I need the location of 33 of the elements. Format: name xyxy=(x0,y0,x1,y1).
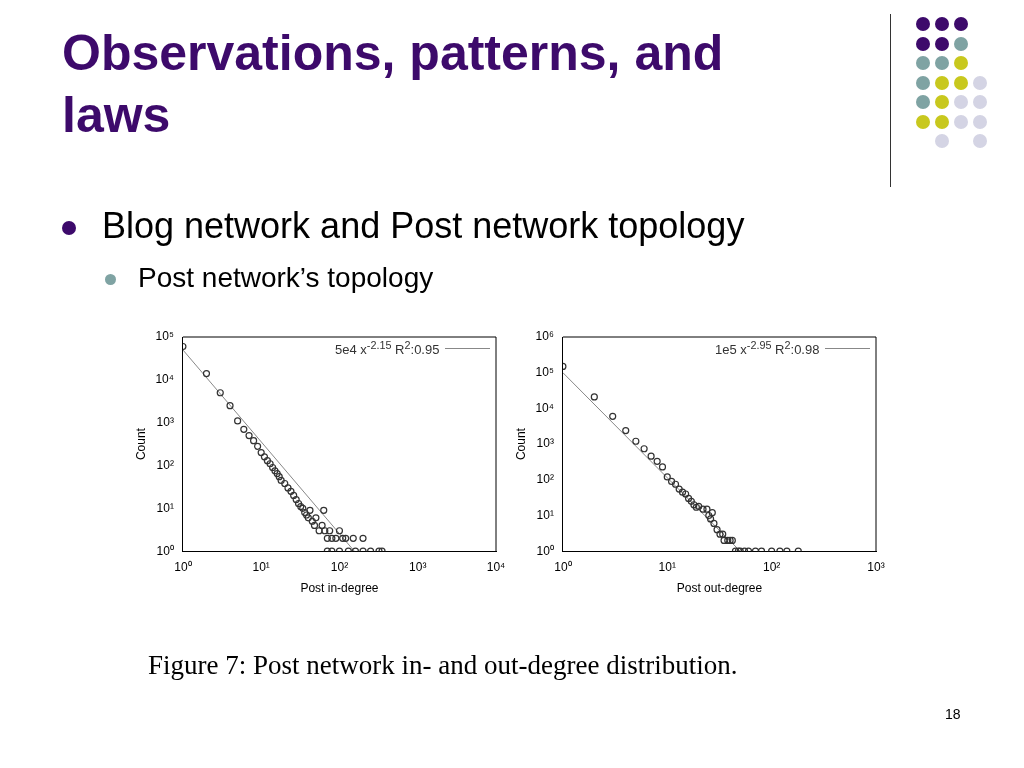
text: 18 xyxy=(945,706,961,722)
x-tick-label: 10² xyxy=(762,559,781,574)
legend-label: 1e5 x$^{-2.95}$ R$^{2}$:0.98 xyxy=(715,339,820,358)
y-tick-label: 10³ xyxy=(156,414,174,429)
y-axis-title: Count xyxy=(133,427,148,461)
x-axis-title: Post in-degree xyxy=(300,581,379,596)
y-tick-label: 10³ xyxy=(536,436,554,451)
x-tick-label: 10⁰ xyxy=(174,559,192,574)
x-tick-label: 10⁰ xyxy=(554,559,572,574)
legend-label: 5e4 x$^{-2.15}$ R$^{2}$:0.95 xyxy=(335,339,440,358)
y-axis-title: Count xyxy=(513,427,528,461)
y-tick-label: 10¹ xyxy=(536,507,554,522)
y-tick-label: 10¹ xyxy=(156,500,174,515)
chart-title: Observations, patterns, and laws xyxy=(62,24,725,145)
y-tick-label: 10⁴ xyxy=(535,400,554,415)
x-tick-label: 10¹ xyxy=(658,559,676,574)
y-tick-label: 10⁴ xyxy=(155,372,174,387)
text: Blog network and Post network topology xyxy=(101,205,745,247)
x-tick-label: 10³ xyxy=(409,559,427,574)
y-tick-label: 10⁶ xyxy=(535,329,554,344)
y-tick-label: 10⁵ xyxy=(155,329,174,344)
x-tick-label: 10⁴ xyxy=(486,559,506,574)
y-tick-label: 10² xyxy=(536,472,554,487)
x-tick-label: 10³ xyxy=(867,559,885,574)
y-tick-label: 10⁰ xyxy=(156,543,174,558)
x-tick-label: 10² xyxy=(330,559,349,574)
y-tick-label: 10⁵ xyxy=(535,365,554,380)
y-tick-label: 10² xyxy=(156,457,174,472)
caption: Figure 7: Post network in- and out-degree distribution. xyxy=(148,650,738,681)
x-axis-title: Post out-degree xyxy=(676,581,763,596)
y-tick-label: 10⁰ xyxy=(536,543,554,558)
text: Post network’s topology xyxy=(137,262,434,294)
x-tick-label: 10¹ xyxy=(252,559,270,574)
